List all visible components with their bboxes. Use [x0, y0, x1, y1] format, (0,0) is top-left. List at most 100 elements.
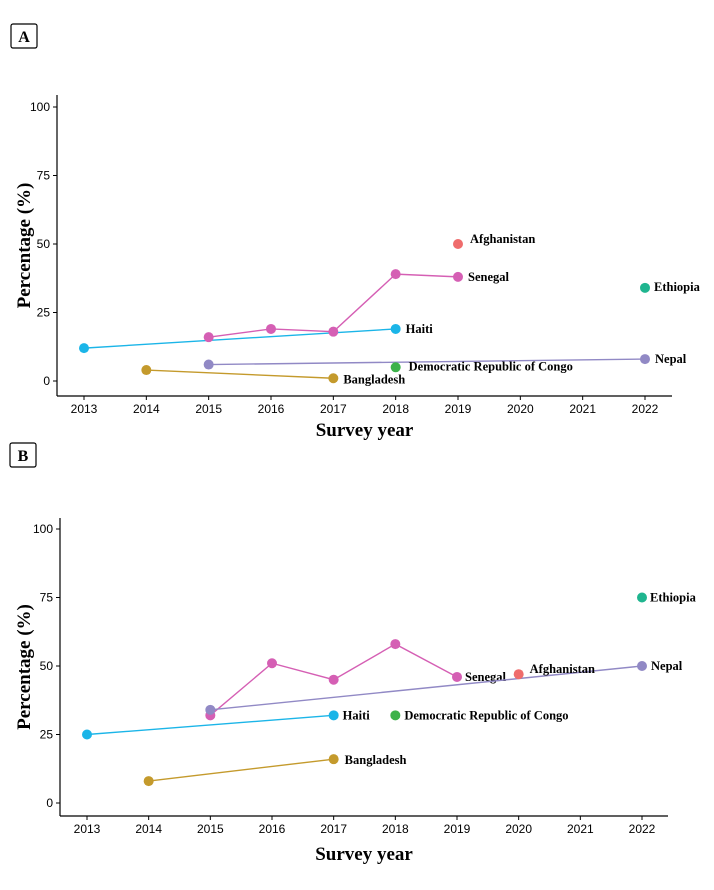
x-tick-label: 2017 [320, 822, 347, 836]
x-axis-title: Survey year [316, 420, 414, 441]
data-point [328, 674, 339, 685]
data-point [328, 326, 339, 337]
x-tick-label: 2022 [632, 402, 659, 416]
x-tick-label: 2019 [444, 822, 471, 836]
x-tick-label: 2021 [569, 402, 596, 416]
data-point [637, 592, 647, 603]
data-point [328, 754, 339, 765]
x-tick-label: 2020 [505, 822, 532, 836]
series-nepal: Nepal [203, 352, 687, 370]
data-point [205, 704, 216, 715]
series-label: Democratic Republic of Congo [409, 359, 573, 373]
x-tick-label: 2019 [445, 402, 472, 416]
x-axis-title: Survey year [315, 844, 413, 865]
series-afghanistan: Afghanistan [513, 662, 595, 680]
series-line [148, 758, 334, 782]
series-democratic-republic-of-congo: Democratic Republic of Congo [390, 708, 569, 722]
series-line [86, 714, 334, 736]
y-axis-title: Percentage (%) [14, 183, 35, 309]
data-point [141, 365, 152, 376]
data-point [79, 343, 89, 354]
series-line [210, 665, 643, 711]
x-tick-label: 2013 [71, 402, 98, 416]
y-tick-label: 75 [37, 169, 51, 183]
y-tick-label: 0 [46, 796, 53, 810]
series-label: Nepal [651, 659, 683, 673]
x-tick-label: 2018 [382, 822, 409, 836]
y-axis-title: Percentage (%) [14, 604, 35, 730]
series-label: Haiti [343, 708, 371, 722]
y-tick-label: 100 [30, 100, 50, 114]
series-senegal: Senegal [203, 269, 510, 343]
panel-label-box [10, 23, 38, 49]
series-haiti: Haiti [82, 708, 371, 740]
series-nepal: Nepal [205, 659, 683, 715]
data-point [328, 710, 339, 721]
x-tick-label: 2014 [133, 402, 160, 416]
series-label: Afghanistan [530, 662, 595, 676]
series-label: Haiti [406, 322, 434, 336]
data-point [637, 661, 647, 671]
data-point [266, 323, 276, 334]
x-tick-label: 2015 [195, 402, 222, 416]
panel-label: A [18, 29, 30, 46]
series-label: Nepal [655, 352, 687, 366]
y-tick-label: 25 [40, 728, 54, 742]
x-tick-label: 2020 [507, 402, 534, 416]
series-label: Democratic Republic of Congo [404, 708, 568, 722]
y-tick-label: 0 [43, 374, 50, 388]
x-tick-label: 2022 [629, 822, 656, 836]
data-point [640, 354, 650, 365]
x-tick-label: 2016 [259, 822, 286, 836]
data-point [453, 239, 463, 249]
data-point [453, 271, 463, 282]
data-point [390, 362, 401, 373]
data-point [390, 710, 401, 721]
series-ethiopia: Ethiopia [637, 591, 697, 605]
series-label: Ethiopia [650, 591, 697, 605]
series-ethiopia: Ethiopia [640, 280, 701, 294]
data-point [390, 323, 401, 334]
panel-label: B [18, 448, 29, 465]
series-label: Senegal [468, 270, 510, 284]
x-tick-label: 2018 [382, 402, 409, 416]
data-point [452, 671, 462, 682]
series-label: Ethiopia [654, 280, 701, 294]
series-haiti: Haiti [79, 322, 434, 354]
series-label: Bangladesh [345, 753, 407, 767]
data-point [640, 282, 650, 293]
panel-label-box [9, 442, 37, 468]
data-point [143, 776, 154, 787]
y-tick-label: 25 [37, 306, 51, 320]
data-point [390, 269, 401, 280]
series-line [146, 369, 334, 379]
data-point [82, 729, 92, 740]
data-point [267, 658, 277, 669]
y-tick-label: 100 [33, 522, 53, 536]
chart-panel-b: B 2013 2014 2015 2016 2017 2018 2019 2020 2021 202… [9, 442, 697, 865]
series-afghanistan: Afghanistan [453, 232, 535, 249]
y-tick-label: 50 [40, 659, 54, 673]
series-label: Afghanistan [470, 232, 535, 246]
x-tick-label: 2017 [320, 402, 347, 416]
series-bangladesh: Bangladesh [143, 753, 407, 787]
data-point [390, 639, 401, 650]
data-point [203, 359, 214, 370]
x-tick-label: 2015 [197, 822, 224, 836]
data-point [203, 332, 214, 343]
data-point [513, 669, 524, 680]
data-point [328, 373, 339, 384]
chart-panel-a: A 2013 2014 2015 2016 2017 2018 2019 2020 2021 202… [10, 23, 701, 441]
y-tick-label: 75 [40, 591, 54, 605]
series-label: Bangladesh [343, 372, 405, 386]
x-tick-label: 2016 [258, 402, 285, 416]
x-tick-label: 2014 [135, 822, 162, 836]
y-tick-label: 50 [37, 237, 51, 251]
series-bangladesh: Bangladesh [141, 365, 405, 386]
series-line [83, 328, 396, 349]
series-democratic-republic-of-congo: Democratic Republic of Congo [390, 359, 573, 373]
series-line [208, 358, 646, 366]
x-tick-label: 2021 [567, 822, 594, 836]
x-tick-label: 2013 [74, 822, 101, 836]
